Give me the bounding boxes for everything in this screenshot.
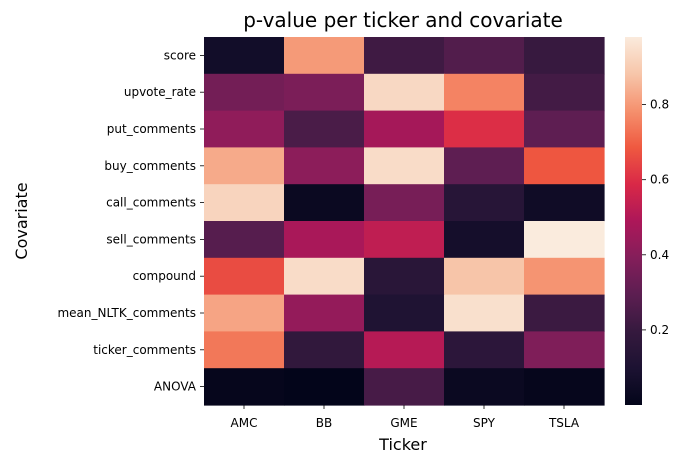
- heatmap-cell: [284, 368, 365, 406]
- colorbar-tick-label: 0.2: [650, 323, 669, 337]
- heatmap-cell: [364, 110, 445, 148]
- y-tick-label: upvote_rate: [124, 85, 196, 99]
- heatmap-cell: [444, 110, 525, 148]
- colorbar-tick-label: 0.4: [650, 248, 669, 262]
- heatmap-cell: [364, 331, 445, 369]
- y-tick-label: buy_comments: [104, 159, 196, 173]
- heatmap-cell: [204, 37, 285, 75]
- heatmap-cell: [364, 257, 445, 296]
- heatmap-cell: [524, 331, 605, 369]
- heatmap-cell: [524, 294, 605, 332]
- chart-title: p-value per ticker and covariate: [243, 8, 563, 32]
- colorbar: 0.2 0.4 0.6 0.8: [625, 37, 669, 405]
- heatmap-cell: [284, 331, 365, 369]
- heatmap-cell: [204, 331, 285, 369]
- y-tick-label: call_comments: [106, 196, 196, 210]
- heatmap-cell: [444, 331, 525, 369]
- heatmap-cell: [524, 37, 605, 75]
- y-tick-label: ticker_comments: [93, 343, 196, 357]
- heatmap-cell: [444, 294, 525, 332]
- x-axis-label: Ticker: [378, 435, 427, 454]
- heatmap-cell: [364, 221, 445, 259]
- x-tick-label: TSLA: [548, 416, 580, 430]
- heatmap-cell: [444, 368, 525, 406]
- heatmap-cell: [364, 147, 445, 185]
- x-tick-label: SPY: [473, 416, 496, 430]
- heatmap-cell: [524, 221, 605, 259]
- heatmap-cell: [364, 37, 445, 75]
- heatmap-cell: [364, 73, 445, 112]
- y-tick-label: sell_comments: [106, 232, 196, 246]
- heatmap-cell: [204, 184, 285, 222]
- heatmap-cell: [444, 221, 525, 259]
- heatmap-cell: [364, 294, 445, 332]
- x-tick-label: GME: [390, 416, 417, 430]
- heatmap-cell: [284, 221, 365, 259]
- heatmap-cell: [204, 257, 285, 296]
- heatmap-cells: [204, 37, 605, 406]
- heatmap-cell: [364, 184, 445, 222]
- colorbar-tick-label: 0.8: [650, 98, 669, 112]
- heatmap-cell: [444, 184, 525, 222]
- heatmap-cell: [444, 37, 525, 75]
- heatmap-cell: [284, 184, 365, 222]
- heatmap-cell: [284, 257, 365, 296]
- x-tick-labels: AMC BB GME SPY TSLA: [231, 405, 580, 430]
- heatmap-cell: [204, 110, 285, 148]
- y-tick-label: ANOVA: [154, 380, 197, 394]
- heatmap-cell: [444, 147, 525, 185]
- heatmap-cell: [284, 110, 365, 148]
- heatmap-cell: [444, 257, 525, 296]
- heatmap-cell: [524, 257, 605, 296]
- x-tick-label: AMC: [231, 416, 258, 430]
- heatmap-cell: [204, 147, 285, 185]
- heatmap-cell: [284, 294, 365, 332]
- colorbar-ticks: 0.2 0.4 0.6 0.8: [642, 98, 669, 337]
- x-tick-label: BB: [316, 416, 332, 430]
- heatmap-cell: [524, 110, 605, 148]
- heatmap-cell: [204, 294, 285, 332]
- heatmap-cell: [284, 73, 365, 112]
- colorbar-tick-label: 0.6: [650, 173, 669, 187]
- colorbar-gradient: [625, 37, 642, 405]
- heatmap-cell: [284, 147, 365, 185]
- y-tick-labels: score upvote_rate put_comments buy_comments…: [57, 48, 204, 394]
- y-axis-label: Covariate: [12, 182, 31, 259]
- y-tick-label: put_comments: [107, 122, 196, 136]
- heatmap-cell: [524, 73, 605, 112]
- heatmap-cell: [524, 368, 605, 406]
- heatmap-cell: [524, 147, 605, 185]
- heatmap-cell: [524, 184, 605, 222]
- heatmap-cell: [204, 221, 285, 259]
- y-tick-label: mean_NLTK_comments: [57, 306, 196, 320]
- heatmap-cell: [204, 73, 285, 112]
- heatmap-cell: [364, 368, 445, 406]
- heatmap-cell: [444, 73, 525, 112]
- y-tick-label: score: [164, 48, 196, 62]
- heatmap-cell: [204, 368, 285, 406]
- y-tick-label: compound: [133, 269, 196, 283]
- heatmap-cell: [284, 37, 365, 75]
